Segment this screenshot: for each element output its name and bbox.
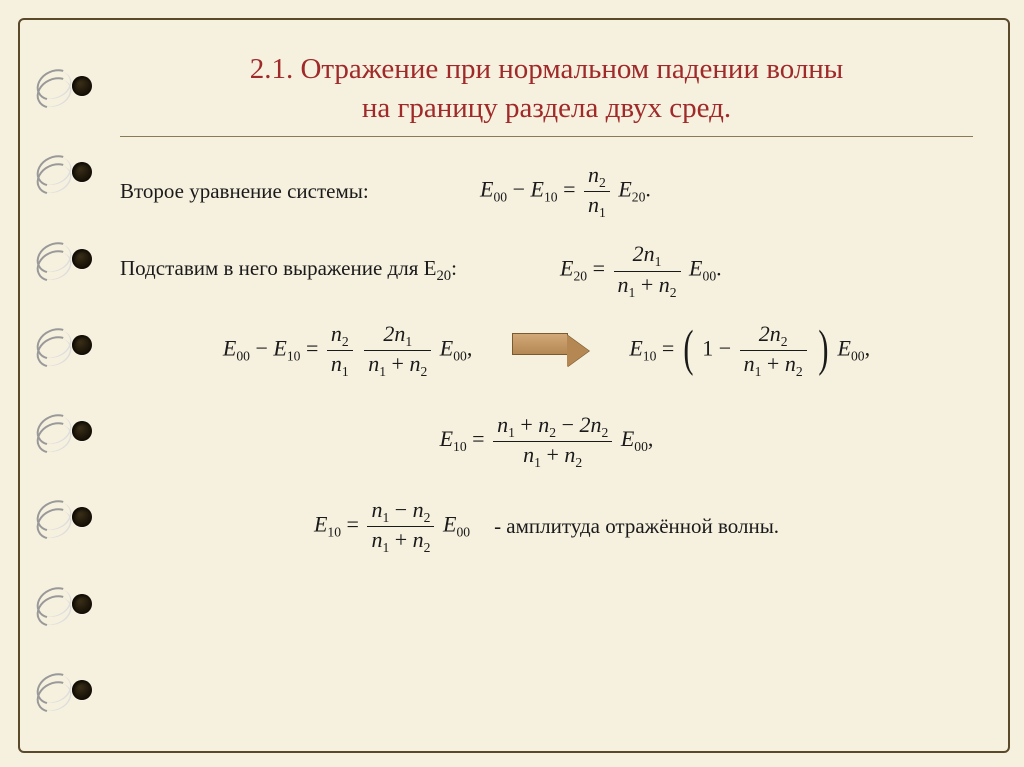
- fraction: n1 + n2 − 2n2 n1 + n2: [493, 413, 612, 470]
- fraction: 2n1 n1 + n2: [364, 322, 431, 379]
- binder-ring: [42, 499, 92, 535]
- slide-content: 2.1. Отражение при нормальном падении во…: [120, 50, 973, 721]
- equation-5: E10 = n1 + n2 − 2n2 n1 + n2 E00,: [440, 426, 654, 451]
- slide-frame: 2.1. Отражение при нормальном падении во…: [18, 18, 1010, 753]
- equation-3: E00 − E10 = n2 n1 2n1 n1 + n2 E00,: [223, 322, 472, 379]
- equation-6: E10 = n1 − n2 n1 + n2 E00: [314, 498, 470, 555]
- equation-4: E10 = ( 1 − 2n2 n1 + n2 ) E00,: [629, 322, 870, 379]
- spiral-binding: [42, 68, 92, 708]
- fraction: 2n1 n1 + n2: [614, 242, 681, 299]
- binder-ring: [42, 413, 92, 449]
- binder-ring: [42, 68, 92, 104]
- equation-1: E00 − E10 = n2 n1 E20.: [480, 163, 651, 220]
- slide-title: 2.1. Отражение при нормальном падении во…: [120, 50, 973, 128]
- fraction: 2n2 n1 + n2: [740, 322, 807, 379]
- label-second-equation: Второе уравнение системы:: [120, 179, 420, 204]
- row-4: E10 = n1 + n2 − 2n2 n1 + n2 E00,: [120, 413, 973, 470]
- row-1: Второе уравнение системы: E00 − E10 = n2…: [120, 163, 973, 220]
- equation-2: E20 = 2n1 n1 + n2 E00.: [560, 242, 722, 299]
- title-line-1: 2.1. Отражение при нормальном падении во…: [250, 53, 844, 85]
- arrow-icon: [512, 333, 589, 367]
- label-substitute: Подставим в него выражение для E20:: [120, 256, 520, 285]
- binder-ring: [42, 327, 92, 363]
- row-5: E10 = n1 − n2 n1 + n2 E00 - амплитуда от…: [120, 498, 973, 555]
- fraction: n1 − n2 n1 + n2: [367, 498, 434, 555]
- fraction: n2 n1: [327, 322, 353, 379]
- binder-ring: [42, 154, 92, 190]
- title-underline: [120, 136, 973, 137]
- label-final: - амплитуда отражённой волны.: [494, 514, 779, 539]
- title-line-2: на границу раздела двух сред.: [362, 92, 731, 124]
- fraction: n2 n1: [584, 163, 610, 220]
- binder-ring: [42, 672, 92, 708]
- binder-ring: [42, 241, 92, 277]
- row-3: E00 − E10 = n2 n1 2n1 n1 + n2 E00, E10: [120, 322, 973, 379]
- binder-ring: [42, 586, 92, 622]
- row-2: Подставим в него выражение для E20: E20 …: [120, 242, 973, 299]
